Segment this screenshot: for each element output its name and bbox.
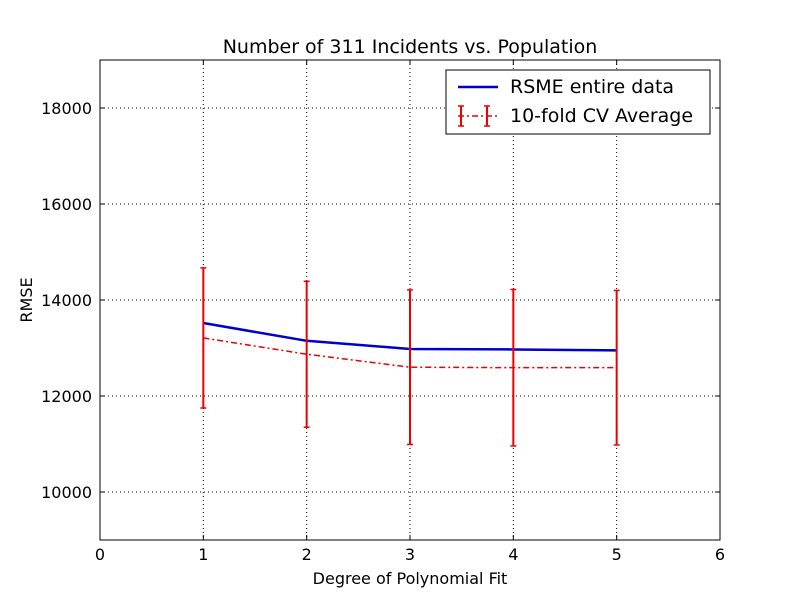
y-tick-label: 10000: [41, 483, 92, 502]
series-layer: [200, 267, 620, 447]
error-bar-cv-average: [613, 289, 620, 446]
chart-title: Number of 311 Incidents vs. Population: [223, 36, 598, 58]
x-tick-label: 2: [302, 545, 312, 564]
legend-swatch-cv-average: [458, 105, 498, 127]
series-line-cv-average: [203, 337, 617, 369]
error-bar-cv-average: [407, 289, 413, 446]
legend-box: [445, 69, 711, 135]
legend-label-cv-average: 10-fold CV Average: [510, 105, 693, 127]
x-tick-label: 1: [198, 545, 208, 564]
legend: RSME entire data 10-fold CV Average: [445, 69, 711, 135]
x-tick-label: 0: [95, 545, 105, 564]
x-tick-label: 4: [508, 545, 518, 564]
x-tick-label: 5: [612, 545, 622, 564]
x-axis-title: Degree of Polynomial Fit: [313, 569, 508, 588]
y-tick-label: 18000: [41, 99, 92, 118]
axis-ticks: 0 1 2 3 4 5 6 10000 12000 14000 16000 18000: [41, 60, 725, 564]
legend-label-rsme-entire-data: RSME entire data: [510, 76, 674, 98]
y-tick-label: 12000: [41, 387, 92, 406]
x-tick-label: 6: [715, 545, 725, 564]
y-tick-label: 14000: [41, 291, 92, 310]
y-tick-label: 16000: [41, 195, 92, 214]
x-tick-label: 3: [405, 545, 415, 564]
error-bar-cv-average: [510, 288, 517, 447]
error-bar-cv-average: [303, 280, 310, 428]
y-axis-title: RMSE: [17, 277, 36, 322]
error-bar-cv-average: [200, 267, 207, 409]
